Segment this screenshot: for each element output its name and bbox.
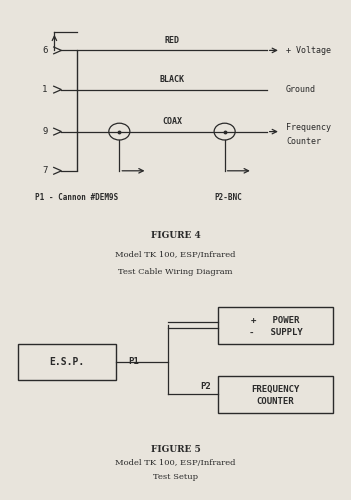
Text: P2: P2 xyxy=(200,382,211,390)
Text: BLACK: BLACK xyxy=(159,75,185,84)
Text: Frequency: Frequency xyxy=(286,123,331,132)
Text: COUNTER: COUNTER xyxy=(257,396,294,406)
Text: 1: 1 xyxy=(42,85,47,94)
Text: + Voltage: + Voltage xyxy=(286,46,331,55)
Text: COAX: COAX xyxy=(162,117,182,126)
Bar xyxy=(218,376,333,412)
Text: P1 - Cannon #DEM9S: P1 - Cannon #DEM9S xyxy=(35,193,118,202)
Text: 6: 6 xyxy=(42,46,47,55)
Bar xyxy=(18,344,116,380)
Text: 9: 9 xyxy=(42,127,47,136)
Text: E.S.P.: E.S.P. xyxy=(49,357,84,367)
Text: +   POWER: + POWER xyxy=(251,316,300,325)
Text: Counter: Counter xyxy=(286,137,321,146)
Text: P2-BNC: P2-BNC xyxy=(214,193,242,202)
Text: FREQUENCY: FREQUENCY xyxy=(251,385,300,394)
Text: Model TK 100, ESP/Infrared: Model TK 100, ESP/Infrared xyxy=(115,251,236,259)
Text: P1: P1 xyxy=(128,358,139,366)
Text: Model TK 100, ESP/Infrared: Model TK 100, ESP/Infrared xyxy=(115,459,236,467)
Bar xyxy=(218,307,333,344)
Text: Test Cable Wiring Diagram: Test Cable Wiring Diagram xyxy=(118,268,233,276)
Text: 7: 7 xyxy=(42,166,47,175)
Text: -   SUPPLY: - SUPPLY xyxy=(249,328,303,336)
Text: RED: RED xyxy=(165,36,179,45)
Text: Test Setup: Test Setup xyxy=(153,473,198,481)
Text: Ground: Ground xyxy=(286,85,316,94)
Text: FIGURE 4: FIGURE 4 xyxy=(151,230,200,239)
Text: FIGURE 5: FIGURE 5 xyxy=(151,445,200,454)
